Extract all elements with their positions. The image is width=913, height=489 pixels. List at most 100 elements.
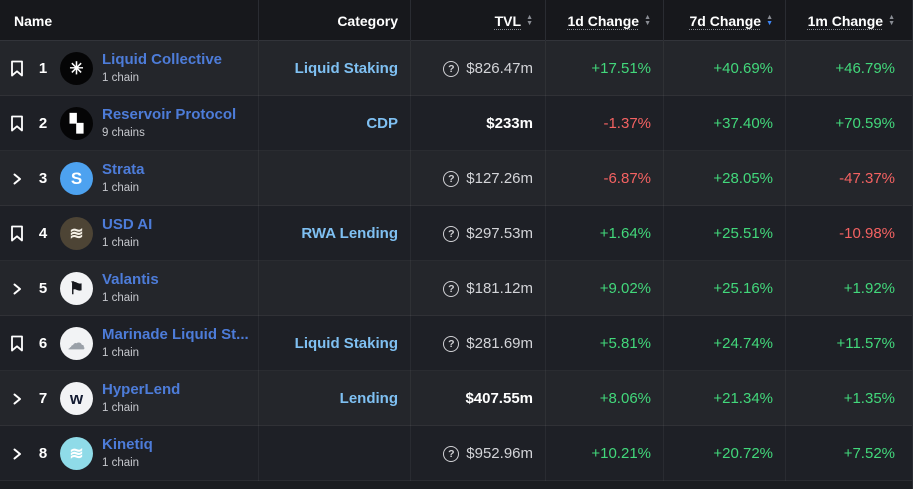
chevron-icon[interactable]	[8, 283, 26, 295]
chain-count-label: 1 chain	[102, 292, 140, 305]
category-cell	[258, 426, 410, 481]
7d-change-value: +21.34%	[713, 390, 773, 407]
category-cell	[258, 261, 410, 316]
7d-change-value: +20.72%	[713, 445, 773, 462]
protocol-name-block: HyperLend 1 chain	[102, 381, 180, 415]
column-header-category-label: Category	[337, 12, 398, 29]
column-header-name: Name	[0, 0, 258, 41]
1m-change-value: +7.52%	[843, 445, 895, 462]
tvl-cell: $233m	[410, 96, 545, 151]
category-link[interactable]: CDP	[366, 115, 398, 132]
question-icon[interactable]: ?	[443, 225, 460, 242]
chevron-icon[interactable]	[8, 173, 26, 185]
rank-number: 4	[38, 225, 48, 242]
1m-change-cell: +11.57%	[785, 316, 912, 371]
question-icon[interactable]: ?	[443, 445, 460, 462]
chain-count-label: 1 chain	[102, 402, 140, 415]
table-row: 6 ☁ Marinade Liquid St... 1 chain Liquid…	[0, 316, 912, 371]
bookmark-icon[interactable]	[8, 115, 26, 132]
rank-number: 8	[38, 445, 48, 462]
1m-change-cell: +70.59%	[785, 96, 912, 151]
column-header-category: Category	[258, 0, 410, 41]
1d-change-value: +8.06%	[599, 390, 651, 407]
protocol-name-block: Reservoir Protocol 9 chains	[102, 106, 236, 140]
column-header-7d-change[interactable]: 7d Change ▲ ▼	[663, 0, 785, 41]
protocol-logo[interactable]: ✳	[60, 52, 93, 85]
table-row: 8 ≋ Kinetiq 1 chain ? $952.96m +10.21% +…	[0, 426, 912, 481]
name-cell: 2 ▚ Reservoir Protocol 9 chains	[0, 96, 258, 151]
protocol-name-link[interactable]: Kinetiq	[102, 436, 153, 454]
tvl-cell: ? $281.69m	[410, 316, 545, 371]
1d-change-value: +9.02%	[599, 280, 651, 297]
7d-change-cell: +21.34%	[663, 371, 785, 426]
1m-change-value: +1.35%	[843, 390, 895, 407]
name-cell: 6 ☁ Marinade Liquid St... 1 chain	[0, 316, 258, 371]
column-header-tvl[interactable]: TVL ▲ ▼	[410, 0, 545, 41]
protocol-name-link[interactable]: Reservoir Protocol	[102, 106, 237, 124]
7d-change-value: +24.74%	[713, 335, 773, 352]
category-link[interactable]: RWA Lending	[301, 225, 398, 242]
tvl-cell: ? $127.26m	[410, 151, 545, 206]
protocol-name-link[interactable]: Valantis	[102, 271, 159, 289]
question-icon[interactable]: ?	[443, 170, 460, 187]
rank-number: 7	[38, 390, 48, 407]
7d-change-cell: +37.40%	[663, 96, 785, 151]
chevron-icon[interactable]	[8, 393, 26, 405]
sort-icon[interactable]: ▲ ▼	[766, 13, 773, 27]
category-cell	[258, 151, 410, 206]
table-row: 5 ⚑ Valantis 1 chain ? $181.12m +9.02% +…	[0, 261, 912, 316]
bookmark-icon[interactable]	[8, 60, 26, 77]
category-link[interactable]: Liquid Staking	[294, 60, 398, 77]
table-row: 2 ▚ Reservoir Protocol 9 chains CDP $233…	[0, 96, 912, 151]
category-cell: Liquid Staking	[258, 41, 410, 96]
bookmark-icon[interactable]	[8, 225, 26, 242]
question-icon[interactable]: ?	[443, 60, 460, 77]
bookmark-icon[interactable]	[8, 335, 26, 352]
protocol-name-link[interactable]: Strata	[102, 161, 145, 179]
protocol-name-link[interactable]: Marinade Liquid St...	[102, 326, 249, 344]
protocol-logo[interactable]: ≋	[60, 437, 93, 470]
column-header-1d-change-label: 1d Change	[567, 12, 640, 29]
sort-icon[interactable]: ▲ ▼	[526, 13, 533, 27]
1d-change-value: +1.64%	[599, 225, 651, 242]
category-link[interactable]: Liquid Staking	[294, 335, 398, 352]
table-body: 1 ✳ Liquid Collective 1 chain Liquid Sta…	[0, 41, 912, 481]
7d-change-value: +37.40%	[713, 115, 773, 132]
chain-count-label: 9 chains	[102, 127, 145, 140]
column-header-1d-change[interactable]: 1d Change ▲ ▼	[545, 0, 663, 41]
protocol-logo[interactable]: ≋	[60, 217, 93, 250]
protocol-name-block: Marinade Liquid St... 1 chain	[102, 326, 249, 360]
sort-icon[interactable]: ▲ ▼	[644, 13, 651, 27]
protocol-name-block: USD AI 1 chain	[102, 216, 152, 250]
1d-change-value: +10.21%	[591, 445, 651, 462]
chevron-icon[interactable]	[8, 448, 26, 460]
protocol-name-link[interactable]: USD AI	[102, 216, 153, 234]
category-link[interactable]: Lending	[339, 390, 398, 407]
7d-change-value: +40.69%	[713, 60, 773, 77]
protocol-logo[interactable]: w	[60, 382, 93, 415]
question-icon[interactable]: ?	[443, 280, 460, 297]
1d-change-value: +5.81%	[599, 335, 651, 352]
protocol-logo[interactable]: ☁	[60, 327, 93, 360]
1d-change-cell: +9.02%	[545, 261, 663, 316]
1d-change-value: -1.37%	[603, 115, 651, 132]
protocol-logo[interactable]: ▚	[60, 107, 93, 140]
1d-change-cell: +8.06%	[545, 371, 663, 426]
question-icon[interactable]: ?	[443, 335, 460, 352]
1m-change-cell: +1.92%	[785, 261, 912, 316]
column-header-1m-change-label: 1m Change	[807, 12, 884, 29]
1m-change-value: +1.92%	[843, 280, 895, 297]
column-header-1m-change[interactable]: 1m Change ▲ ▼	[785, 0, 912, 41]
name-cell: 4 ≋ USD AI 1 chain	[0, 206, 258, 261]
protocol-logo[interactable]: ⚑	[60, 272, 93, 305]
1m-change-value: +46.79%	[835, 60, 895, 77]
sort-icon[interactable]: ▲ ▼	[888, 13, 895, 27]
protocol-name-link[interactable]: HyperLend	[102, 381, 181, 399]
rank-number: 3	[38, 170, 48, 187]
tvl-value: $407.55m	[465, 390, 533, 407]
protocol-logo[interactable]: S	[60, 162, 93, 195]
protocol-name-link[interactable]: Liquid Collective	[102, 51, 223, 69]
category-cell: Liquid Staking	[258, 316, 410, 371]
tvl-value: $181.12m	[466, 280, 533, 297]
1d-change-cell: -6.87%	[545, 151, 663, 206]
